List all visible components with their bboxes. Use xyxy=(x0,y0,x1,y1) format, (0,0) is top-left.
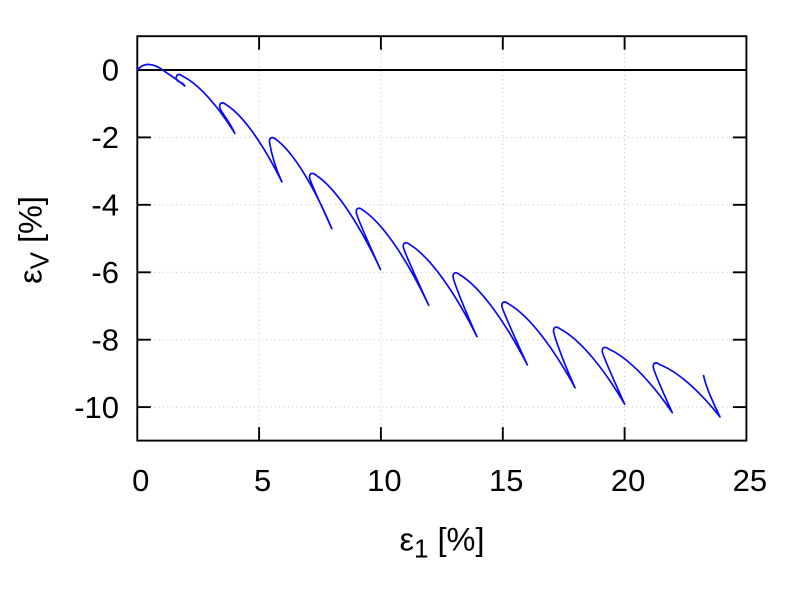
svg-text:0: 0 xyxy=(132,463,149,498)
svg-text:20: 20 xyxy=(611,463,645,498)
svg-text:ε1 [%]: ε1 [%] xyxy=(400,521,485,563)
svg-text:5: 5 xyxy=(254,463,271,498)
svg-text:εV [%]: εV [%] xyxy=(13,196,55,284)
svg-text:-10: -10 xyxy=(74,390,119,425)
svg-text:-4: -4 xyxy=(91,188,119,223)
svg-text:-2: -2 xyxy=(91,120,119,155)
svg-text:25: 25 xyxy=(733,463,767,498)
svg-text:-8: -8 xyxy=(91,322,119,357)
svg-text:10: 10 xyxy=(367,463,401,498)
svg-text:0: 0 xyxy=(102,53,119,88)
svg-text:15: 15 xyxy=(489,463,523,498)
svg-text:-6: -6 xyxy=(91,255,119,290)
